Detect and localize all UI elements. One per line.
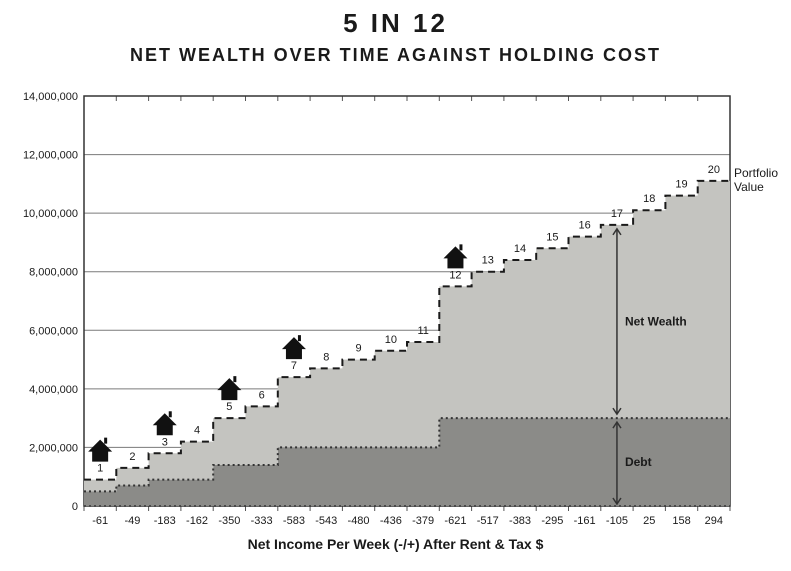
x-tick-label: -105 [606, 515, 628, 527]
point-label: 16 [579, 220, 591, 232]
x-tick-label: -333 [251, 515, 273, 527]
house-icon [282, 335, 306, 359]
x-tick-label: -383 [509, 515, 531, 527]
y-tick-label: 0 [72, 501, 78, 513]
portfolio-label: Portfolio [734, 166, 778, 180]
chart: 0 2,000,000 4,000,000 6,000,000 8,000,000 10,… [10, 86, 781, 566]
point-label: 10 [385, 334, 397, 346]
title-sub: NET WEALTH OVER TIME AGAINST HOLDING COS… [0, 45, 791, 66]
point-label: 2 [129, 451, 135, 463]
x-axis-title: Net Income Per Week (-/+) After Rent & T… [0, 536, 791, 552]
x-tick-label: -295 [541, 515, 563, 527]
point-label: 11 [417, 325, 428, 337]
x-tick-label: -162 [186, 515, 208, 527]
point-label: 17 [611, 208, 623, 220]
point-label: 7 [291, 360, 297, 372]
x-tick-label: -517 [477, 515, 499, 527]
x-tick-label: 25 [643, 515, 655, 527]
house-icon [443, 244, 467, 268]
x-tick-label: -183 [154, 515, 176, 527]
x-tick-label: -379 [412, 515, 434, 527]
x-tick-label: -583 [283, 515, 305, 527]
x-tick-label: 294 [705, 515, 723, 527]
y-tick-label: 8,000,000 [29, 267, 78, 279]
point-label: 19 [675, 179, 687, 191]
point-label: 12 [449, 269, 461, 281]
house-icon [217, 376, 241, 400]
point-label: 8 [323, 351, 329, 363]
point-label: 6 [259, 389, 265, 401]
y-tick-label: 12,000,000 [23, 150, 78, 162]
point-label: 13 [482, 255, 494, 267]
point-label: 3 [162, 436, 168, 448]
x-tick-label: -161 [574, 515, 596, 527]
title-main: 5 IN 12 [0, 8, 791, 39]
debt-label: Debt [625, 455, 652, 469]
y-tick-label: 14,000,000 [23, 91, 78, 103]
x-tick-label: -621 [444, 515, 466, 527]
x-tick-label: -350 [218, 515, 240, 527]
x-tick-label: 158 [672, 515, 690, 527]
house-icon [88, 438, 112, 462]
portfolio-label-2: Value [734, 180, 764, 194]
house-icon [153, 411, 177, 435]
netwealth-label: Net Wealth [625, 315, 687, 329]
x-tick-label: -436 [380, 515, 402, 527]
point-label: 4 [194, 425, 200, 437]
x-tick-label: -480 [348, 515, 370, 527]
point-label: 20 [708, 164, 720, 176]
x-tick-label: -61 [92, 515, 108, 527]
y-tick-label: 10,000,000 [23, 208, 78, 220]
y-tick-label: 2,000,000 [29, 442, 78, 454]
y-tick-label: 6,000,000 [29, 325, 78, 337]
point-label: 9 [355, 343, 361, 355]
x-tick-label: -49 [124, 515, 140, 527]
point-label: 15 [546, 231, 558, 243]
point-label: 1 [97, 463, 103, 475]
point-label: 18 [643, 193, 655, 205]
point-label: 5 [226, 401, 232, 413]
x-tick-label: -543 [315, 515, 337, 527]
point-label: 14 [514, 243, 526, 255]
y-tick-label: 4,000,000 [29, 384, 78, 396]
